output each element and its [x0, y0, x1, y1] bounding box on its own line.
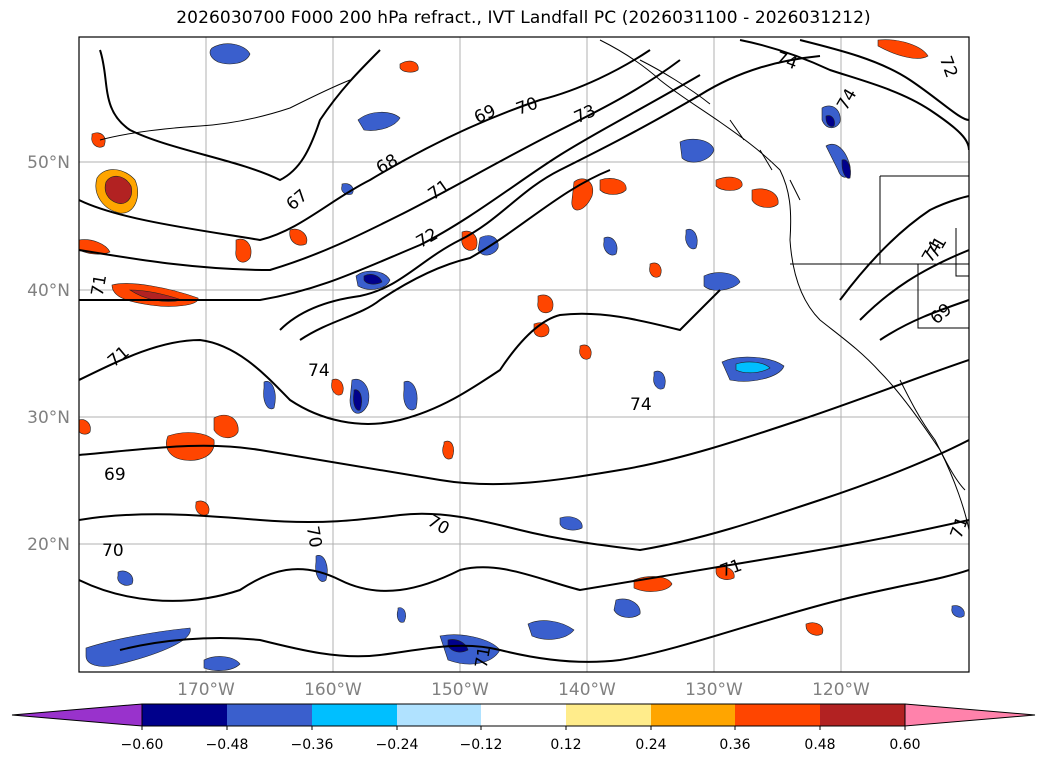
colorbar-segment [397, 704, 481, 726]
coastlines [99, 39, 969, 531]
lat-label: 20°N [27, 535, 70, 555]
plot-border [78, 36, 970, 673]
colorbar-tick-label: 0.60 [889, 737, 920, 753]
colorbar: −0.60 −0.48 −0.36 −0.24 −0.12 0.12 0.24 … [11, 703, 1036, 753]
contour-label: 71 [947, 514, 973, 541]
contour-label: 74 [630, 395, 652, 415]
colorbar-tick-label: −0.12 [460, 737, 503, 753]
colorbar-segment [481, 704, 566, 726]
colorbar-segment [651, 704, 735, 726]
graticule [79, 37, 969, 672]
colorbar-extend-low [11, 703, 143, 727]
lon-label: 160°W [304, 680, 362, 700]
colorbar-tick-label: −0.48 [206, 737, 249, 753]
lon-label: 150°W [431, 680, 489, 700]
colorbar-tick-label: −0.24 [376, 737, 419, 753]
colorbar-segment [142, 704, 227, 726]
refractivity-contours [79, 39, 969, 663]
colorbar-segment [312, 704, 397, 726]
map-plot-area: 67 68 69 70 71 72 73 74 74 74 71 71 71 7… [79, 37, 973, 672]
colorbar-tick-label: −0.36 [291, 737, 334, 753]
colorbar-extend-high [904, 703, 1036, 727]
contour-label: 70 [102, 541, 124, 561]
colorbar-segment [566, 704, 651, 726]
colorbar-segment [820, 704, 905, 726]
colorbar-tick-label: −0.60 [121, 737, 164, 753]
contour-label: 74 [308, 361, 330, 381]
lat-label: 30°N [27, 408, 70, 428]
contour-label: 70 [302, 525, 325, 550]
colorbar-segment [227, 704, 312, 726]
negative-anomaly-fills [85, 43, 965, 671]
lon-label: 120°W [812, 680, 870, 700]
map-title: 2026030700 F000 200 hPa refract., IVT La… [176, 8, 871, 28]
lat-label: 50°N [27, 153, 70, 173]
colorbar-tick-label: 0.48 [804, 737, 835, 753]
colorbar-tick-label: 0.12 [550, 737, 581, 753]
colorbar-segment [735, 704, 820, 726]
lon-label: 130°W [685, 680, 743, 700]
lon-label: 140°W [558, 680, 616, 700]
colorbar-tick-label: 0.36 [719, 737, 750, 753]
lon-label: 170°W [177, 680, 235, 700]
lat-label: 40°N [27, 281, 70, 301]
contour-label: 71 [88, 273, 111, 298]
contour-label: 71 [472, 645, 495, 670]
contour-label: 69 [104, 465, 126, 485]
colorbar-tick-label: 0.24 [635, 737, 666, 753]
